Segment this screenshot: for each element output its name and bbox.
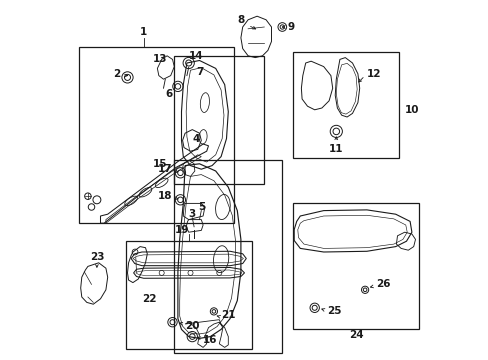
Bar (79, 47, 233, 223)
Text: 12: 12 (366, 69, 381, 79)
Text: 14: 14 (188, 51, 203, 61)
Text: 8: 8 (237, 15, 244, 25)
Text: 15: 15 (152, 159, 167, 169)
Text: 2: 2 (113, 69, 120, 79)
Bar (125, 241, 251, 349)
Text: 1: 1 (140, 27, 147, 37)
Text: 3: 3 (188, 209, 196, 219)
Text: 24: 24 (348, 330, 363, 340)
Text: 13: 13 (152, 54, 167, 64)
Text: 21: 21 (221, 310, 235, 320)
Text: 25: 25 (326, 306, 341, 316)
Text: 7: 7 (196, 67, 203, 77)
Bar (174, 160, 282, 353)
Text: 23: 23 (89, 252, 104, 262)
Text: 5: 5 (197, 202, 204, 212)
Bar (292, 52, 399, 158)
Bar (174, 56, 264, 184)
Text: 20: 20 (185, 321, 199, 331)
Text: 10: 10 (404, 105, 418, 115)
Text: 18: 18 (158, 191, 172, 201)
Text: 16: 16 (203, 335, 217, 345)
Text: 6: 6 (165, 89, 172, 99)
Bar (292, 203, 418, 329)
Text: 17: 17 (158, 164, 172, 174)
Text: 11: 11 (328, 144, 343, 154)
Text: 22: 22 (142, 294, 156, 304)
Text: 19: 19 (174, 225, 188, 235)
Text: 9: 9 (287, 22, 294, 32)
Text: 26: 26 (375, 279, 389, 289)
Text: 4: 4 (192, 134, 199, 144)
